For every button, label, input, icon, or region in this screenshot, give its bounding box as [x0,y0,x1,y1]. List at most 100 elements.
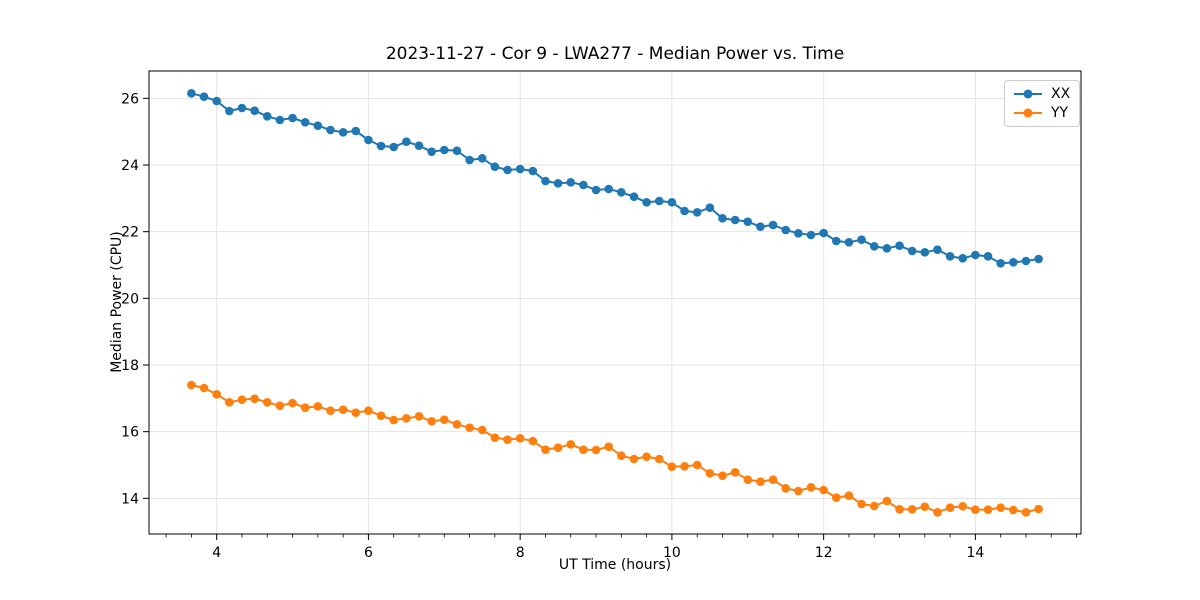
series-marker-xx [667,198,677,207]
series-marker-xx [414,141,424,150]
series-marker-xx [326,125,335,135]
x-tick-label: 10 [663,545,681,561]
series-marker-xx [831,236,841,246]
series-marker-yy [237,395,247,404]
series-marker-xx [225,106,234,116]
y-tick-label: 20 [121,291,139,307]
series-marker-yy [402,414,411,423]
series-marker-xx [300,118,310,127]
series-marker-yy [642,452,651,461]
series-marker-xx [402,137,411,146]
series-marker-xx [452,146,462,155]
y-tick-label: 22 [121,225,139,241]
series-marker-yy [895,505,904,514]
legend-item-yy: YY [1012,104,1070,122]
x-tick-label: 4 [212,545,221,561]
series-marker-xx [629,192,639,201]
series-marker-xx [250,106,259,115]
series-marker-yy [1021,508,1031,517]
series-marker-xx [705,203,715,212]
series-marker-yy [376,411,386,420]
series-marker-yy [262,398,272,407]
x-tick-label: 8 [516,545,525,561]
series-marker-yy [907,505,917,514]
series-marker-xx [907,246,917,256]
series-marker-yy [768,475,778,484]
legend-item-xx: XX [1012,85,1070,103]
series-marker-xx [364,135,373,145]
y-axis-label: Median Power (CPU) [109,231,125,373]
series-marker-xx [743,217,753,226]
series-marker-yy [869,501,879,511]
series-marker-xx [237,103,247,113]
series-marker-xx [351,126,361,136]
series-marker-yy [515,434,525,443]
series-marker-yy [528,436,538,446]
series-marker-xx [718,214,727,223]
series-marker-yy [439,415,449,424]
series-marker-xx [945,252,955,261]
series-marker-yy [313,402,323,411]
series-marker-yy [465,423,474,432]
series-marker-yy [844,491,854,500]
plot-border [148,70,1082,535]
series-marker-xx [692,208,702,217]
series-marker-xx [1009,258,1018,267]
series-marker-xx [680,206,689,216]
series-marker-xx [857,235,866,244]
series-marker-yy [503,435,512,444]
series-marker-yy [187,380,196,390]
series-marker-xx [996,259,1005,268]
series-marker-yy [794,486,803,496]
series-marker-yy [1009,505,1018,515]
series-marker-yy [920,502,930,511]
legend-label-xx: XX [1051,86,1071,102]
series-marker-xx [376,141,386,151]
series-marker-xx [895,241,904,250]
series-marker-xx [768,220,778,230]
series-marker-yy [945,503,955,512]
series-marker-xx [933,245,942,254]
series-marker-yy [351,408,361,417]
series-marker-yy [705,469,715,478]
series-marker-xx [490,162,500,171]
series-marker-yy [667,462,677,471]
series-marker-xx [275,115,285,125]
series-marker-xx [642,198,651,207]
legend-line-marker-icon [1014,89,1042,99]
series-marker-yy [326,406,335,415]
series-marker-yy [654,454,664,464]
series-marker-yy [882,496,892,506]
x-tick-label: 12 [815,545,833,561]
series-marker-yy [996,503,1005,512]
series-marker-xx [199,92,209,101]
series-marker-yy [718,471,727,480]
series-marker-yy [225,398,234,407]
legend-label-yy: YY [1051,105,1069,121]
series-marker-yy [490,433,500,442]
series-marker-yy [553,443,563,452]
series-marker-yy [806,483,816,492]
series-marker-xx [654,196,664,206]
series-marker-xx [313,121,323,130]
series-marker-xx [781,225,791,235]
series-marker-yy [452,420,462,429]
series-marker-xx [869,242,879,251]
series-marker-yy [1034,504,1043,514]
series-marker-xx [958,254,968,263]
series-marker-yy [831,493,841,502]
series-marker-xx [477,154,487,163]
series-marker-xx [806,230,816,240]
series-marker-xx [439,145,449,155]
series-marker-yy [566,440,576,449]
legend-line-marker-icon [1014,108,1042,118]
series-marker-yy [477,425,487,435]
series-marker-xx [617,188,626,197]
series-marker-yy [250,394,259,403]
x-tick-label: 14 [966,545,984,561]
series-marker-xx [465,155,474,165]
series-marker-xx [882,244,892,253]
series-marker-yy [857,499,866,509]
